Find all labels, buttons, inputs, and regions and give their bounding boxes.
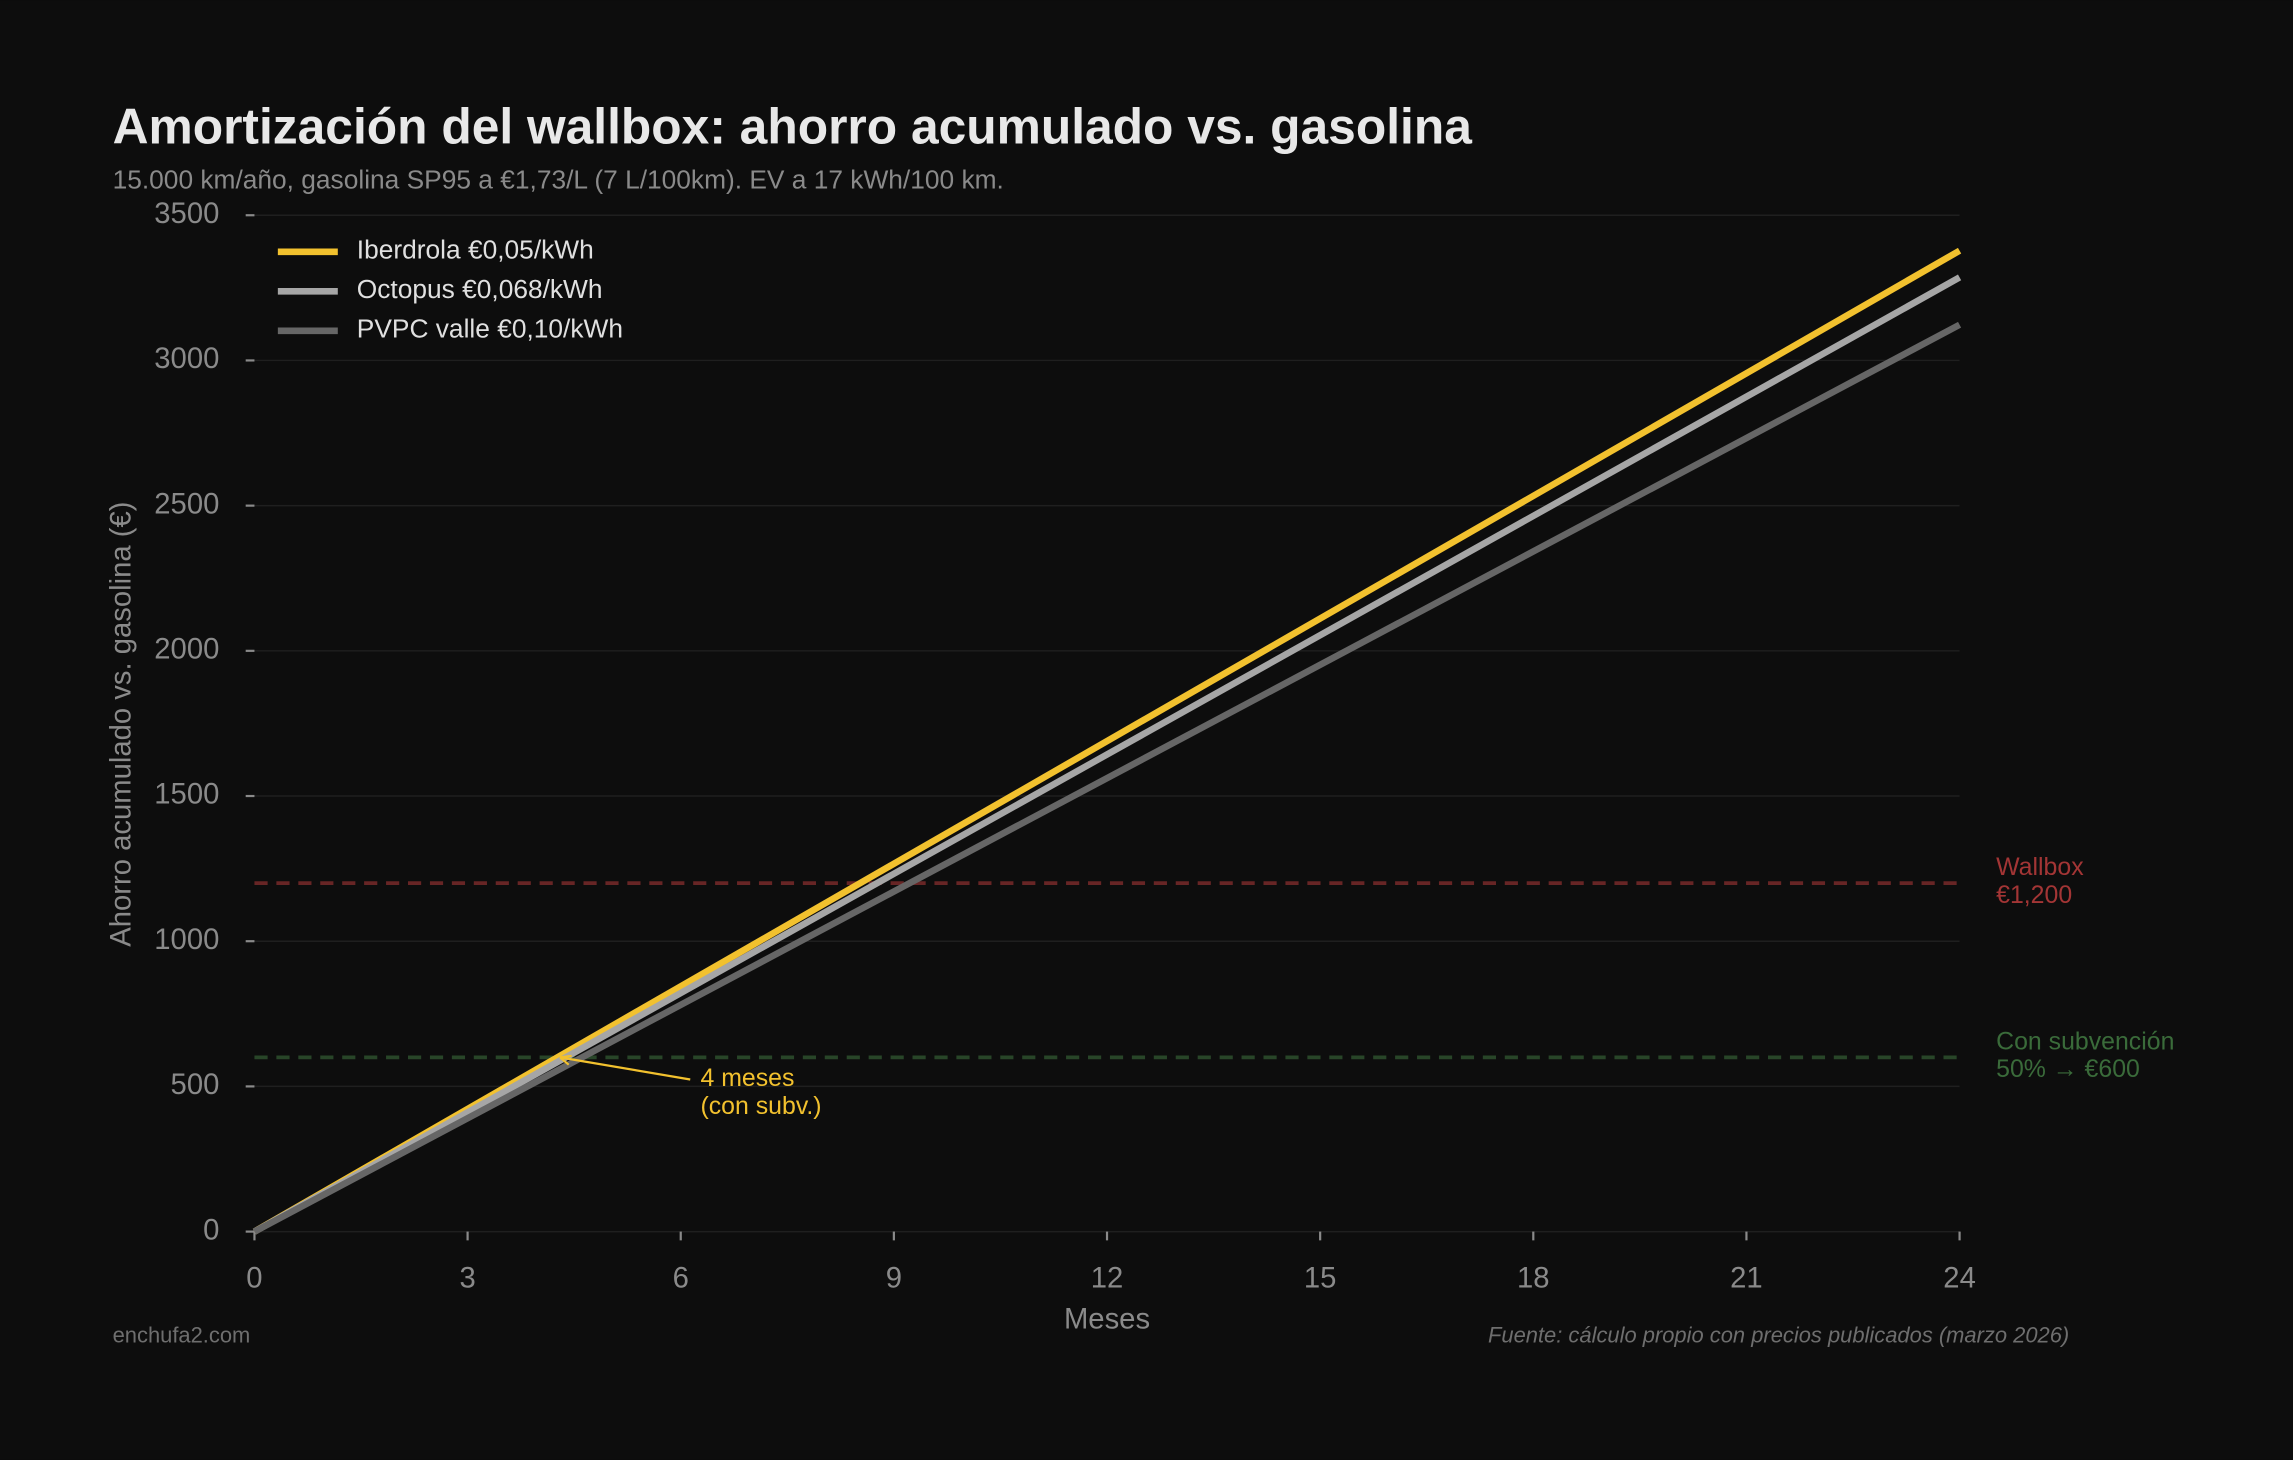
x-tick-label: 15 — [1304, 1263, 1337, 1295]
footer-left: enchufa2.com — [113, 1323, 251, 1348]
legend-label: PVPC valle €0,10/kWh — [357, 314, 623, 344]
x-axis-label: Meses — [1064, 1304, 1150, 1336]
reference-label: 50% → €600 — [1996, 1055, 2140, 1083]
legend-label: Iberdrola €0,05/kWh — [357, 235, 594, 265]
y-tick-label: 1500 — [154, 779, 219, 811]
y-tick-label: 2000 — [154, 634, 219, 666]
x-tick-label: 21 — [1730, 1263, 1763, 1295]
y-tick-label: 3500 — [154, 198, 219, 230]
footer-right: Fuente: cálculo propio con precios publi… — [1488, 1323, 2069, 1348]
annotation-arrow — [559, 1056, 691, 1081]
x-tick-label: 6 — [673, 1263, 689, 1295]
y-tick-label: 1000 — [154, 924, 219, 956]
chart-subtitle: 15.000 km/año, gasolina SP95 a €1,73/L (… — [113, 165, 1004, 195]
x-tick-label: 3 — [459, 1263, 475, 1295]
y-tick-label: 500 — [171, 1069, 220, 1101]
x-tick-label: 0 — [246, 1263, 262, 1295]
series-line — [252, 321, 1962, 1235]
y-axis-label: Ahorro acumulado vs. gasolina (€) — [106, 502, 138, 947]
reference-label: Wallbox — [1996, 853, 2084, 881]
x-tick-label: 18 — [1517, 1263, 1550, 1295]
legend-label: Octopus €0,068/kWh — [357, 274, 603, 304]
x-tick-label: 24 — [1943, 1263, 1976, 1295]
x-tick-label: 12 — [1091, 1263, 1124, 1295]
series-line — [252, 247, 1962, 1235]
y-tick-label: 0 — [203, 1214, 219, 1246]
chart-title: Amortización del wallbox: ahorro acumula… — [113, 99, 1473, 155]
reference-label: Con subvención — [1996, 1027, 2174, 1055]
annotation-text: (con subv.) — [700, 1092, 821, 1120]
annotation-text: 4 meses — [700, 1064, 794, 1092]
x-tick-label: 9 — [886, 1263, 902, 1295]
y-tick-label: 2500 — [154, 488, 219, 520]
reference-label: €1,200 — [1996, 881, 2072, 909]
annotation-arrowhead — [559, 1054, 572, 1066]
y-tick-label: 3000 — [154, 343, 219, 375]
series-line — [252, 274, 1962, 1235]
